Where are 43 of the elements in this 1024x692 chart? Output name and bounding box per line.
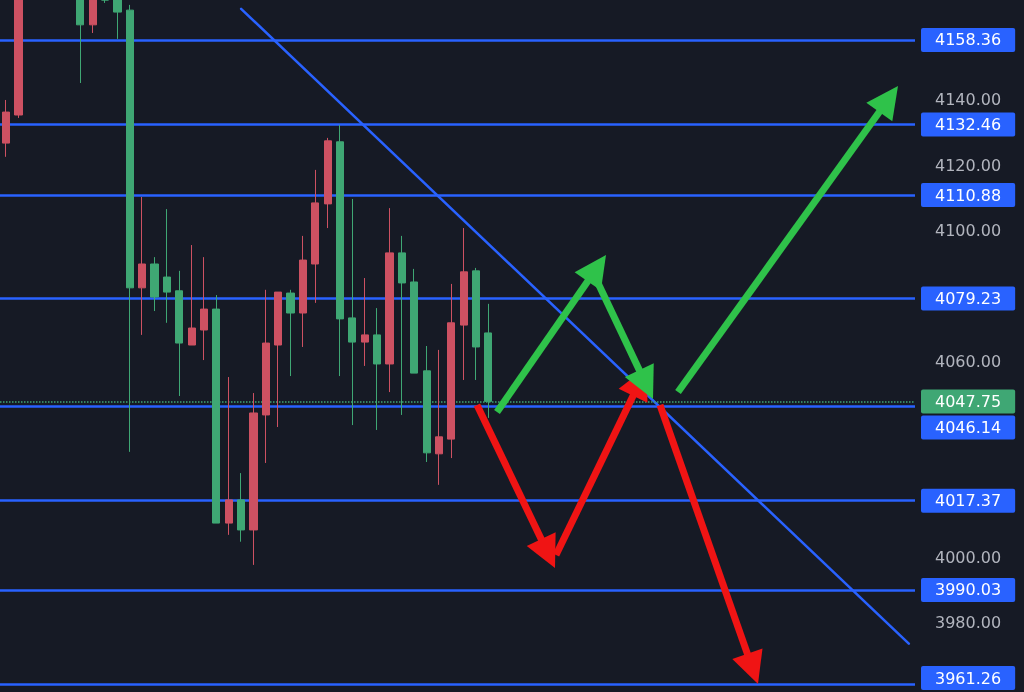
ref-line-label: 4158.36: [935, 30, 1002, 50]
candlestick: [447, 283, 455, 459]
candlestick: [460, 227, 468, 381]
candlestick: [324, 137, 332, 229]
candlestick: [274, 291, 282, 428]
y-tick-label: 4140.00: [935, 90, 1002, 110]
candlestick: [249, 392, 258, 566]
candlestick: [472, 267, 480, 381]
candlestick: [113, 0, 122, 40]
candlestick: [237, 472, 245, 543]
y-tick-label: 3980.00: [935, 613, 1002, 633]
candlestick: [336, 124, 344, 377]
candlestick: [286, 289, 295, 377]
candlestick: [200, 256, 208, 361]
candlestick: [311, 169, 319, 304]
ref-line-label: 3961.26: [935, 668, 1002, 688]
candlestick: [188, 244, 196, 346]
candlestick: [138, 196, 146, 336]
ref-line-label: 4132.46: [935, 115, 1002, 135]
candlestick: [14, 0, 23, 119]
candlestick: [361, 277, 369, 367]
ref-line-label: 4079.23: [935, 289, 1002, 309]
candlestick: [299, 235, 307, 348]
y-tick-label: 4000.00: [935, 547, 1002, 567]
candlestick: [163, 208, 171, 324]
candlestick: [385, 207, 394, 393]
candlestick: [225, 376, 233, 536]
candlestick: [76, 0, 84, 84]
candlestick: [89, 0, 97, 34]
candlestick: [2, 99, 10, 158]
ref-line-label: 3990.03: [935, 580, 1002, 600]
ref-line-label: 4047.75: [935, 391, 1002, 411]
ref-line-label: 4110.88: [935, 185, 1002, 205]
y-tick-label: 4100.00: [935, 221, 1002, 241]
candlestick: [410, 268, 418, 374]
y-tick-label: 4120.00: [935, 155, 1002, 175]
candlestick: [175, 270, 183, 397]
y-tick-label: 4060.00: [935, 351, 1002, 371]
candlestick: [150, 256, 159, 312]
candlestick: [262, 289, 270, 464]
ref-line-label: 4046.14: [935, 417, 1002, 437]
ref-line-label: 4017.37: [935, 491, 1002, 511]
candlestick: [435, 349, 443, 486]
